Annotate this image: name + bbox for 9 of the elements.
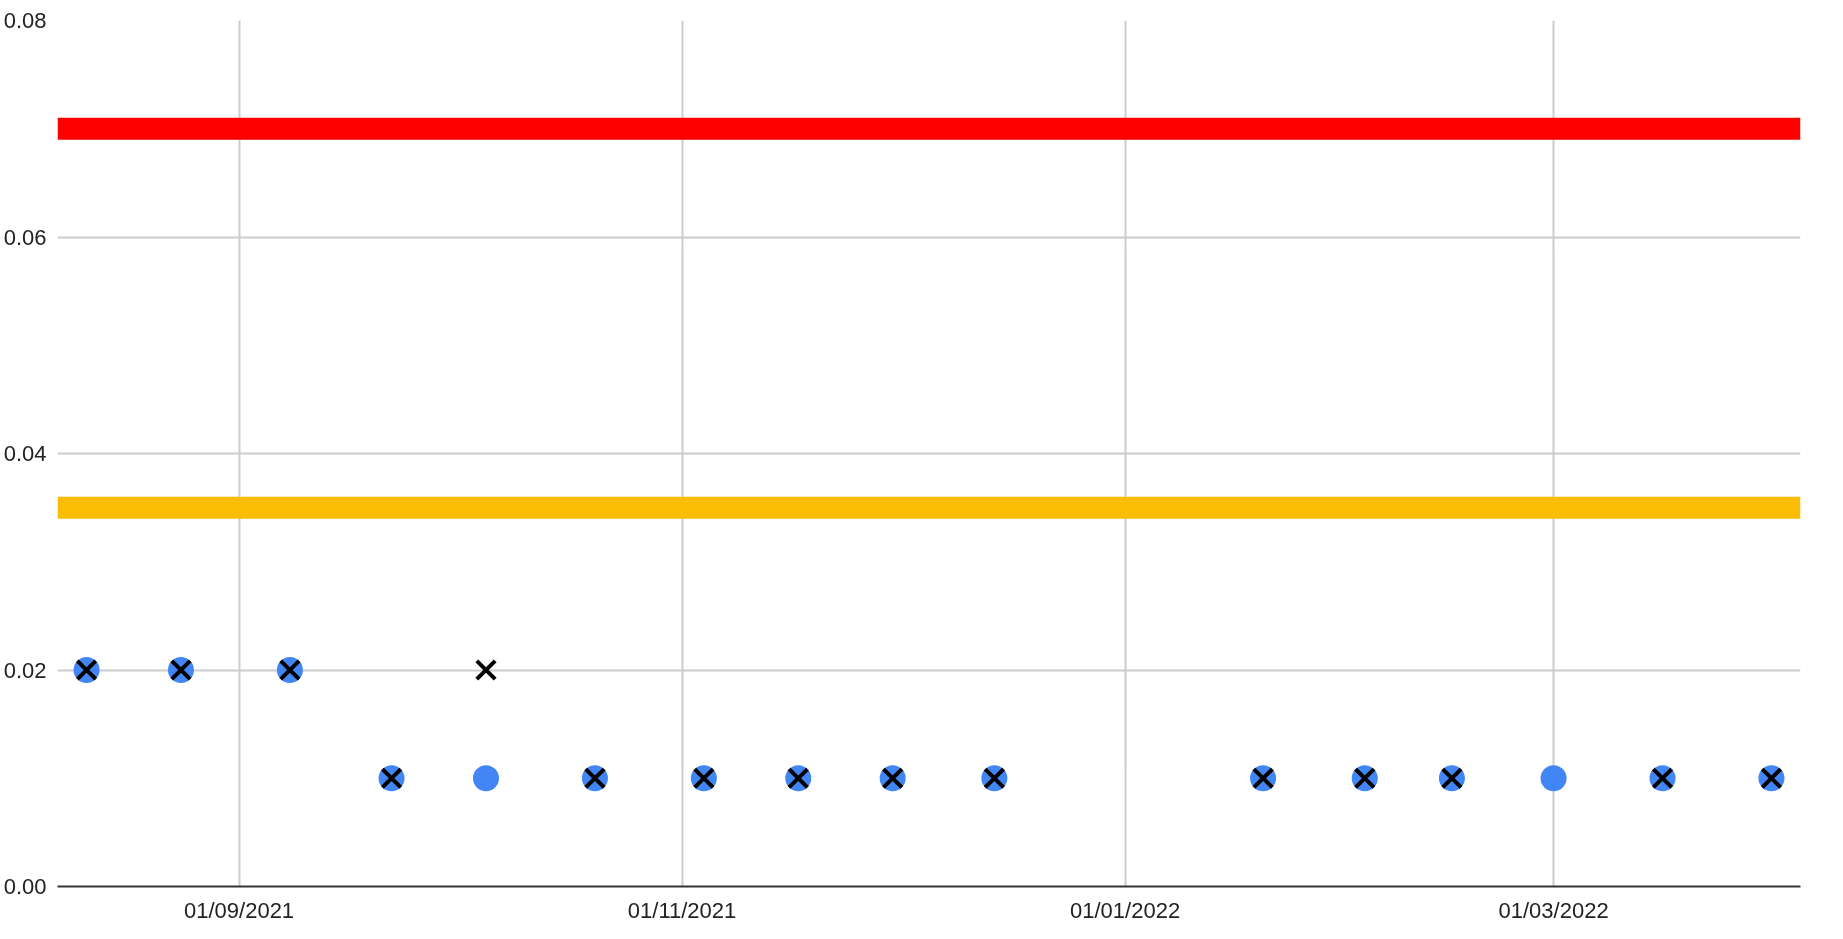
y-tick-label: 0.08: [3, 8, 47, 33]
x-tick-label: 01/01/2022: [1070, 897, 1181, 923]
y-tick-label: 0.02: [3, 657, 47, 683]
x-tick-label: 01/03/2022: [1498, 897, 1609, 923]
x-tick-label: 01/09/2021: [184, 897, 295, 923]
y-tick-label: 0.00: [3, 874, 47, 899]
y-tick-label: 0.06: [3, 224, 47, 250]
y-tick-label: 0.04: [3, 441, 47, 466]
x-tick-label: 01/11/2021: [627, 897, 737, 923]
